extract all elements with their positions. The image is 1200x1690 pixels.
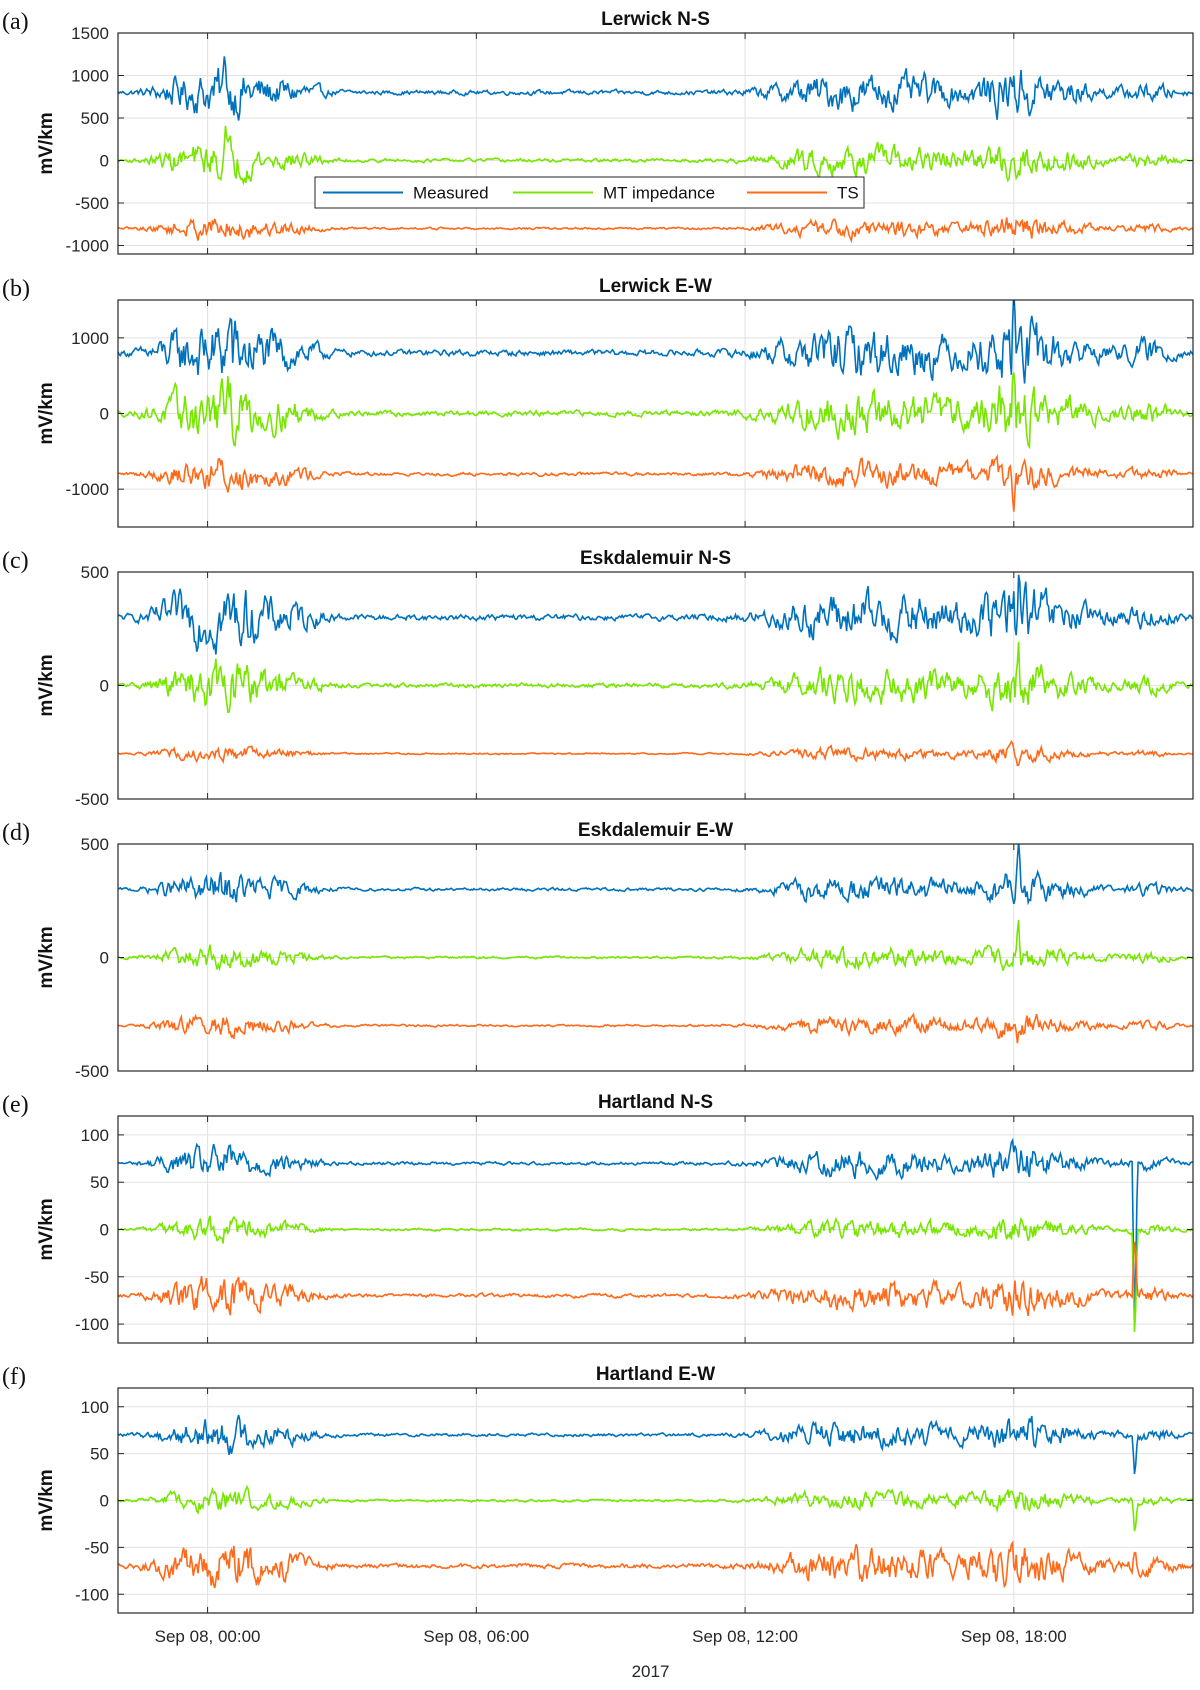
panel-letter: (c) [2, 548, 29, 574]
series-line-ts [118, 1241, 1193, 1317]
y-tick-label: 500 [81, 835, 109, 854]
grid [118, 1388, 1193, 1613]
y-tick-label: 500 [81, 563, 109, 582]
series-group [118, 574, 1193, 767]
legend-entry: MT impedance [603, 184, 715, 203]
series-line-measured [118, 1137, 1193, 1316]
y-tick-label: 1000 [71, 67, 109, 86]
y-axis-label: mV/km [36, 1198, 57, 1260]
series-line-measured [118, 1414, 1193, 1475]
panel-title: Hartland E-W [596, 1364, 715, 1385]
y-tick-label: 0 [100, 677, 109, 696]
y-tick-label: -1000 [66, 480, 109, 499]
y-axis-label: mV/km [36, 926, 57, 988]
panel-title: Lerwick E-W [599, 276, 712, 297]
panel-2: -1000 0 1000 Lerwick E-W (b) mV/km [2, 276, 1194, 528]
y-axis-label: mV/km [36, 1469, 57, 1531]
series-group [118, 1137, 1193, 1332]
series-line-mt-impedance [118, 1484, 1193, 1532]
panel-letter: (b) [2, 276, 30, 302]
panel-4: -500 0 500 Eskdalemuir E-W (d) mV/km [2, 820, 1194, 1081]
series-line-mt-impedance [118, 641, 1193, 714]
series-group [118, 1414, 1193, 1589]
y-axis-label: mV/km [36, 382, 57, 444]
series-line-ts [118, 1540, 1193, 1589]
series-line-mt-impedance [118, 125, 1193, 186]
series-line-measured [118, 844, 1193, 906]
y-tick-label: 0 [100, 1492, 109, 1511]
y-tick-label: -1000 [66, 237, 109, 256]
x-tick-label: Sep 08, 00:00 [155, 1627, 261, 1646]
legend-entry: Measured [413, 184, 489, 203]
y-tick-label: -500 [75, 790, 109, 809]
series-line-measured [118, 574, 1193, 655]
y-tick-label: 1000 [71, 329, 109, 348]
y-tick-label: 100 [81, 1126, 109, 1145]
y-tick-label: 50 [90, 1445, 109, 1464]
panel-letter: (a) [2, 9, 29, 35]
y-tick-label: -50 [84, 1268, 109, 1287]
y-axis-label: mV/km [36, 654, 57, 716]
y-tick-label: 100 [81, 1398, 109, 1417]
series-group [118, 56, 1193, 244]
series-line-ts [118, 217, 1193, 244]
x-tick-label: Sep 08, 18:00 [961, 1627, 1067, 1646]
series-line-mt-impedance [118, 372, 1193, 450]
grid [118, 32, 1193, 254]
series-line-ts [118, 1012, 1193, 1044]
y-tick-label: -100 [75, 1315, 109, 1334]
legend: Measured MT impedance TS [314, 176, 865, 209]
y-tick-label: 1500 [71, 24, 109, 43]
y-tick-label: -500 [75, 1062, 109, 1081]
series-line-measured [118, 300, 1193, 384]
series-line-mt-impedance [118, 1215, 1193, 1332]
panel-title: Lerwick N-S [601, 9, 710, 30]
panel-3: -500 0 500 Eskdalemuir N-S (c) mV/km [2, 548, 1194, 809]
x-tick-label: Sep 08, 06:00 [423, 1627, 529, 1646]
panel-title: Eskdalemuir N-S [580, 548, 731, 569]
plot-frame [117, 32, 1194, 255]
x-tick-label: Sep 08, 12:00 [692, 1627, 798, 1646]
series-group [118, 300, 1193, 512]
panel-6: -100 -50 0 50 100 Hartland E-W (f) mV/km [2, 1364, 1194, 1614]
series-line-mt-impedance [118, 920, 1193, 972]
y-tick-label: 0 [100, 405, 109, 424]
x-axis-label: 2017 [632, 1662, 670, 1681]
panel-letter: (d) [2, 820, 30, 846]
y-tick-label: -500 [75, 194, 109, 213]
series-line-measured [118, 56, 1193, 121]
panel-title: Eskdalemuir E-W [578, 820, 733, 841]
y-tick-label: 0 [100, 1221, 109, 1240]
y-axis-label: mV/km [36, 112, 57, 174]
panel-title: Hartland N-S [598, 1092, 713, 1113]
grid [118, 300, 1193, 527]
series-group [118, 844, 1193, 1044]
y-tick-label: 500 [81, 109, 109, 128]
y-tick-label: 50 [90, 1173, 109, 1192]
y-tick-label: -50 [84, 1538, 109, 1557]
y-tick-label: -100 [75, 1585, 109, 1604]
panel-letter: (e) [2, 1092, 29, 1118]
series-line-ts [118, 454, 1193, 512]
panel-5: -100 -50 0 50 100 Hartland N-S (e) mV/km [2, 1092, 1194, 1344]
y-tick-label: 0 [100, 152, 109, 171]
y-tick-label: 0 [100, 949, 109, 968]
legend-entry: TS [837, 184, 859, 203]
panel-1: -1000 -500 0 500 1000 1500 Lerwick N-S (a) mV/km [2, 9, 1194, 256]
panel-letter: (f) [2, 1364, 26, 1390]
series-line-ts [118, 740, 1193, 767]
